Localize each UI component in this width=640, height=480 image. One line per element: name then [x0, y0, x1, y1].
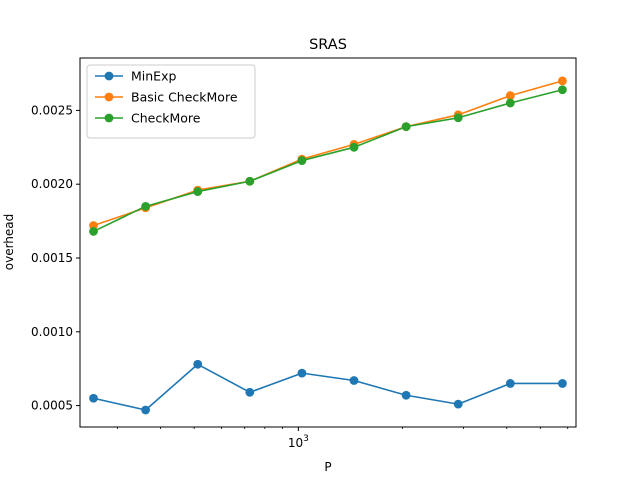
data-point	[349, 376, 359, 385]
data-point	[401, 390, 411, 400]
y-tick-label: 0.0010	[31, 325, 73, 339]
data-point	[297, 156, 307, 165]
legend: MinExp Basic CheckMore CheckMore	[86, 64, 256, 139]
data-point	[505, 91, 515, 101]
data-point	[89, 393, 98, 403]
data-point	[89, 227, 98, 236]
data-point	[558, 76, 567, 86]
series-line-2	[93, 88, 563, 233]
x-tick-label-exponent: 3	[303, 434, 309, 444]
series-layer	[89, 76, 567, 415]
y-tick-label: 0.0015	[31, 251, 73, 265]
y-tick-label: 0.0005	[31, 399, 73, 413]
data-point	[141, 405, 150, 415]
data-point	[505, 98, 515, 108]
x-axis-label: P	[324, 460, 331, 474]
chart-title: SRAS	[309, 37, 347, 53]
y-tick-label: 0.0025	[31, 103, 73, 117]
data-point	[193, 187, 203, 196]
legend-box	[86, 64, 256, 139]
legend-label: MinExp	[131, 69, 176, 84]
data-point	[505, 379, 515, 388]
y-tick-label: 0.0020	[31, 177, 73, 191]
data-point	[349, 142, 359, 152]
data-point	[141, 201, 150, 211]
y-axis: 0.0005 0.0010 0.0015 0.0020 0.0025	[31, 103, 80, 413]
x-tick-label: 103	[288, 434, 309, 450]
data-point	[453, 399, 463, 409]
x-tick-label-base: 10	[288, 436, 303, 450]
legend-marker	[104, 113, 114, 123]
series-line-0	[93, 363, 563, 411]
data-point	[245, 387, 255, 397]
x-axis: 103	[116, 427, 569, 450]
data-point	[453, 113, 463, 123]
data-point	[558, 85, 567, 95]
data-point	[558, 379, 567, 388]
data-point	[401, 122, 411, 132]
y-axis-label: overhead	[2, 214, 16, 271]
legend-label: CheckMore	[131, 111, 201, 126]
data-point	[297, 368, 307, 378]
legend-label: Basic CheckMore	[131, 90, 238, 105]
plot-frame	[79, 57, 577, 428]
data-point	[193, 359, 203, 369]
legend-marker	[104, 71, 114, 81]
data-point	[245, 176, 255, 186]
legend-marker	[104, 92, 114, 102]
